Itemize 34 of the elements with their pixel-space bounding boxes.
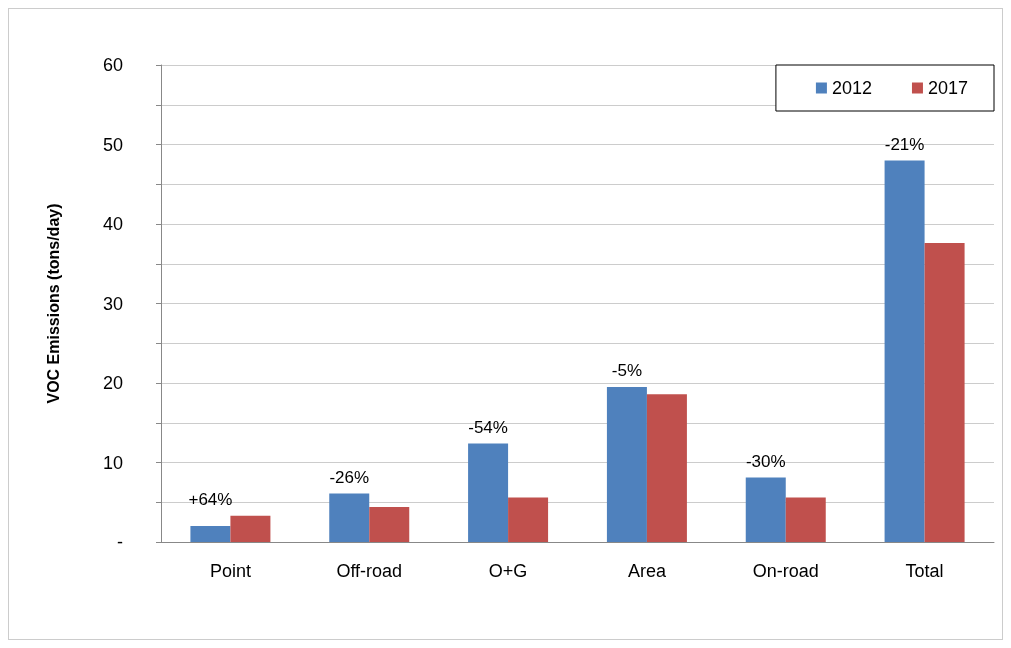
bar: [468, 443, 509, 542]
annotation: +64%: [188, 490, 233, 510]
bar: [646, 394, 687, 542]
y-tick-label: 10: [102, 452, 123, 473]
y-tick-label: 60: [102, 55, 123, 75]
bar: [924, 243, 965, 542]
legend-label: 2012: [831, 78, 872, 98]
annotation: -21%: [884, 134, 925, 154]
y-tick-label: 40: [102, 214, 123, 234]
annotation: -54%: [468, 417, 508, 437]
bar: [785, 497, 826, 542]
annotation: -30%: [745, 452, 786, 472]
legend-label: 2017: [927, 78, 968, 98]
bar: [606, 386, 647, 542]
x-tick-label: On-road: [752, 561, 819, 581]
annotation: -26%: [329, 468, 370, 488]
bar: [508, 497, 549, 542]
bar: [884, 160, 925, 542]
bar: [369, 507, 410, 542]
x-tick-label: Total: [905, 561, 944, 581]
y-tick-label: 30: [102, 293, 123, 314]
bar: [329, 493, 370, 542]
x-tick-label: Area: [627, 561, 667, 581]
y-tick-label: -: [117, 532, 123, 552]
bar: [745, 477, 786, 542]
x-tick-label: O+G: [488, 561, 528, 581]
annotation: -5%: [611, 361, 643, 381]
x-tick-label: Off-road: [336, 561, 403, 581]
bar: [230, 515, 271, 542]
y-axis-title: VOC Emissions (tons/day): [44, 203, 62, 404]
y-tick-label: 20: [102, 373, 123, 393]
x-tick-label: Point: [209, 561, 251, 581]
bar: [190, 526, 231, 542]
y-tick-label: 50: [102, 134, 123, 155]
